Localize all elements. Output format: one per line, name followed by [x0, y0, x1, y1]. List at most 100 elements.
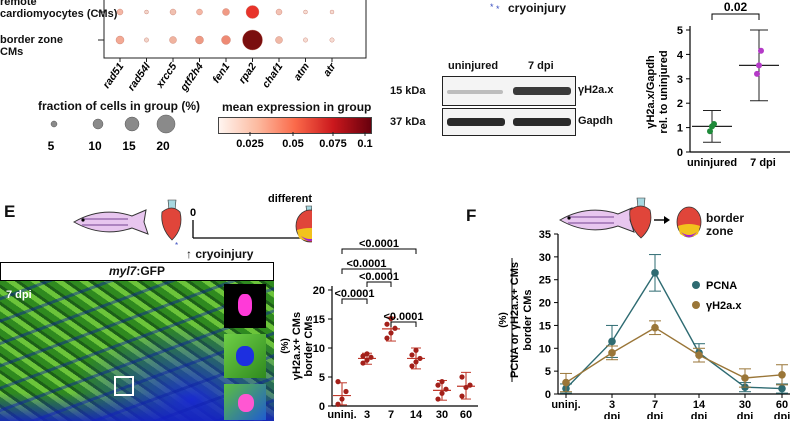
e-point — [360, 353, 366, 359]
gene-label-gtf2h4: gtf2h4 — [177, 61, 206, 95]
dot-border-rpa2 — [242, 29, 263, 51]
e-point — [413, 359, 419, 365]
f-point — [741, 374, 749, 382]
dot-remote-rad54l — [144, 9, 149, 15]
e-ytick-label: 15 — [313, 314, 325, 326]
e-ylabel-unit: (%) — [280, 338, 291, 354]
f-ytick-label: 10 — [539, 343, 551, 355]
inset-merge — [224, 384, 266, 420]
border-heart-icon — [295, 205, 312, 243]
quant-sig-bracket — [711, 13, 760, 20]
f-legend-dot-h2ax — [692, 301, 700, 309]
quant-ytick-label: 4 — [677, 49, 684, 61]
fraction-dot-10 — [92, 118, 104, 130]
f-xlabel-dpi: dpi — [774, 411, 791, 419]
e-xlabel: 7 — [388, 409, 394, 419]
f-xlabel: uninj. — [551, 399, 580, 411]
quant-point-7dpi — [754, 70, 760, 77]
cb-tick-label: 0.025 — [236, 138, 264, 150]
gene-label-fen1: fen1 — [210, 61, 232, 86]
fraction-title: fraction of cells in group (%) — [38, 99, 201, 113]
quant-ytick-label: 1 — [677, 123, 683, 135]
f-ytick-label: 35 — [539, 229, 551, 241]
quant-point-uninjured — [707, 128, 713, 135]
dot-border-gtf2h4 — [195, 35, 204, 45]
e-point — [384, 321, 390, 327]
e-sig-bracket — [341, 248, 417, 254]
e-point — [388, 330, 394, 336]
fraction-dot-20 — [156, 114, 176, 134]
cb-tick-label: 0.05 — [282, 138, 303, 150]
band-label-h2ax: γH2a.x — [578, 84, 614, 96]
svg-text:*: * — [496, 4, 500, 14]
f-xlabel: 7 — [652, 399, 658, 411]
blot-col-7dpi: 7 dpi — [528, 60, 554, 72]
f-ytick-label: 20 — [539, 298, 551, 310]
f-ylabel-unit: (%) — [498, 312, 509, 328]
e-point — [459, 374, 465, 380]
dot-border-fen1 — [221, 35, 231, 45]
cb-tick-label: 0.1 — [357, 138, 372, 150]
e-point — [343, 388, 349, 395]
e-point — [417, 355, 423, 362]
dot-remote-xrcc5 — [169, 8, 177, 16]
mean-title: mean expression in group — [222, 100, 372, 114]
dot-remote-atr — [329, 9, 335, 15]
gene-label-xrcc5: xrcc5 — [153, 61, 179, 91]
cb-tick-label: 0.075 — [319, 138, 347, 150]
dot-border-chaf1 — [275, 36, 283, 44]
f-point — [651, 269, 659, 277]
f-point — [778, 371, 786, 379]
time-zero: 0 — [190, 207, 196, 219]
e-point — [413, 347, 419, 353]
e-point — [364, 357, 370, 363]
panel-e-cryo: ↑ cryoinjury — [186, 247, 254, 261]
fraction-tick-10: 10 — [88, 139, 102, 153]
different-timepoints: different time-points — [268, 193, 312, 205]
colorbar — [218, 117, 372, 134]
f-legend-h2ax: γH2a.x — [706, 300, 742, 312]
f-point — [695, 351, 703, 359]
chart-e: 0 5 10 15 20 (%) γH2a.x+ CMs border CMs — [280, 285, 333, 413]
border-zone-heart-icon — [676, 206, 702, 238]
e-point — [467, 382, 473, 388]
dot-border-atm — [303, 37, 308, 43]
f-xlabel: 3 — [609, 399, 615, 411]
f-ylabel-2: border CMs — [522, 289, 534, 350]
blot-cryo-label: cryoinjury — [508, 1, 567, 15]
dot-border-rad54l — [144, 37, 149, 43]
e-point — [364, 351, 370, 357]
e-point — [360, 360, 366, 366]
row-label-remote-line2: cardiomyocytes (CMs) — [0, 8, 118, 20]
e-point — [384, 335, 390, 341]
dot-border-rad51 — [115, 35, 125, 45]
e-sig-bracket — [366, 281, 392, 287]
gene-label-chaf1: chaf1 — [260, 61, 286, 90]
e-point — [388, 315, 394, 322]
e-pvalue: <0.0001 — [383, 311, 423, 323]
f-xlabel-dpi: dpi — [604, 411, 621, 419]
fraction-dot-15 — [124, 116, 140, 132]
row-label-remote: remote cardiomyocytes (CMs) — [0, 0, 117, 20]
e-point — [443, 386, 449, 392]
border-word: border — [706, 211, 745, 225]
gene-label-atr: atr — [321, 60, 339, 79]
dotplot-frame — [103, 0, 367, 59]
f-ytick-label: 15 — [539, 320, 551, 332]
dot-remote-atm — [303, 9, 308, 15]
micro-dpi-label: 7 dpi — [6, 289, 32, 301]
dot-border-xrcc5 — [169, 36, 177, 44]
row-label-border-line1: border zone — [0, 34, 63, 46]
e-sig-bracket — [341, 268, 392, 274]
f-ylabel-1: PCNA or γH2a.x+ CMs — [509, 262, 521, 378]
gene-label-rpa2: rpa2 — [236, 61, 259, 86]
blot-col-uninjured: uninjured — [448, 60, 499, 72]
e-ytick-label: 0 — [319, 401, 325, 413]
colorbar-ticks: 0.025 0.05 0.075 0.1 — [236, 132, 373, 150]
panel-e-cryo-text: cryoinjury — [195, 247, 254, 261]
kda-37: 37 kDa — [390, 116, 426, 128]
f-point — [608, 337, 616, 346]
micro-title-rest: :GFP — [136, 264, 166, 278]
e-point — [435, 382, 441, 388]
e-ytick-label: 5 — [319, 372, 325, 384]
